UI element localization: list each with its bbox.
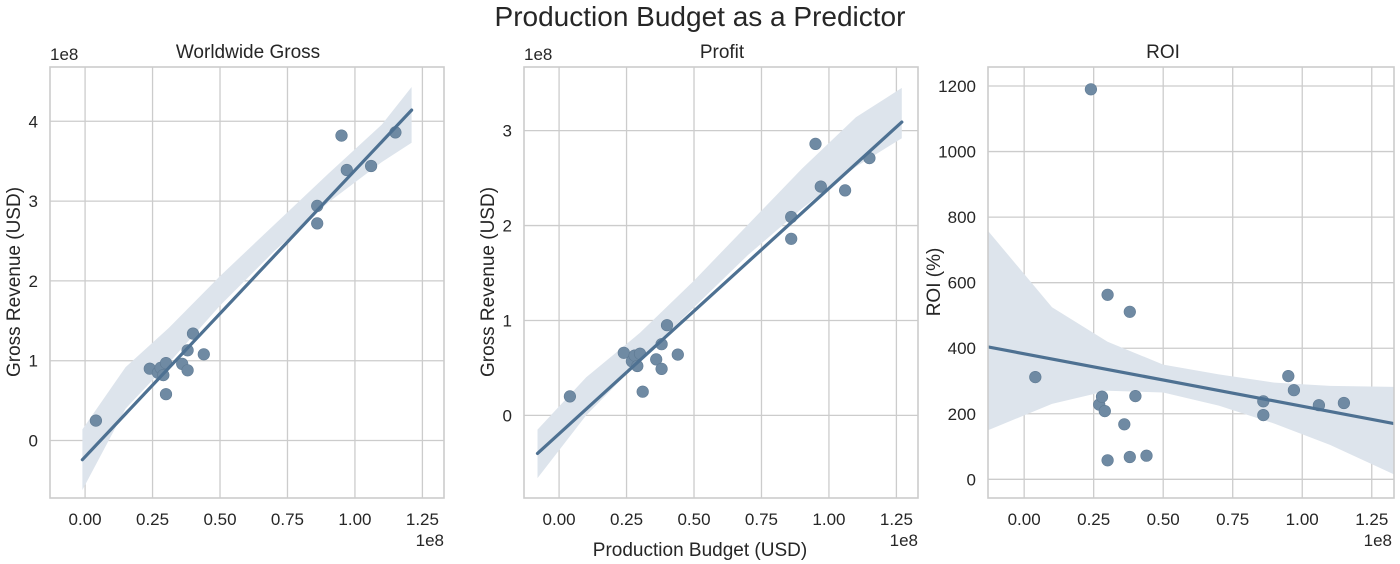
y-tick-label: 0 [967, 470, 976, 489]
data-point [660, 319, 674, 332]
y-axis-label: ROI (%) [924, 248, 945, 317]
x-tick-label: 0.50 [677, 510, 710, 529]
data-point [335, 129, 348, 142]
plot-area [988, 83, 1394, 475]
x-tick-label: 1.00 [338, 510, 371, 529]
y-tick-label: 4 [29, 112, 38, 131]
data-point [1098, 405, 1111, 418]
data-point [1123, 450, 1136, 464]
axes-frame [523, 66, 919, 499]
data-point [814, 180, 827, 193]
x-tick-label: 1.00 [1286, 510, 1319, 529]
figure-title: Production Budget as a Predictor [495, 1, 906, 32]
x-offset-label: 1e8 [416, 531, 444, 550]
x-tick-label: 0.25 [1077, 510, 1110, 529]
x-tick-label: 0.00 [1008, 510, 1041, 529]
y-axis-label: Gross Revenue (USD) [4, 187, 25, 377]
x-tick-label: 1.25 [880, 510, 913, 529]
x-tick-label: 0.75 [745, 510, 778, 529]
y-tick-label: 1 [503, 311, 512, 330]
x-tick-label: 0.75 [1216, 510, 1249, 529]
y-axis-label: Gross Revenue (USD) [478, 187, 499, 377]
regression-line [535, 120, 904, 455]
data-point [1118, 418, 1131, 431]
data-point [1337, 396, 1350, 410]
x-tick-label: 1.25 [1355, 510, 1388, 529]
y-tick-label: 2 [503, 217, 512, 236]
panel-title: ROI [1146, 42, 1180, 63]
data-point [1029, 371, 1042, 384]
x-tick-label: 0.25 [136, 510, 169, 529]
data-point [636, 385, 649, 398]
grid [50, 67, 444, 498]
plot-area [80, 87, 414, 490]
y-tick-label: 200 [948, 405, 976, 424]
data-point [197, 348, 210, 361]
data-point [186, 327, 200, 340]
data-point [1095, 390, 1109, 403]
regression-line [80, 108, 414, 462]
panel-title: Profit [700, 42, 745, 63]
confidence-band [537, 87, 902, 479]
panel-title: Worldwide Gross [176, 42, 320, 63]
y-tick-label: 3 [503, 122, 512, 141]
x-tick-label: 0.50 [1147, 510, 1180, 529]
data-point [563, 390, 577, 403]
data-point [1084, 83, 1097, 96]
axes-frame [987, 66, 1395, 499]
y-tick-label: 400 [948, 339, 976, 358]
panel-worldwide-gross: Worldwide Gross Gross Revenue (USD) 1e8 … [4, 42, 445, 550]
x-tick-label: 0.00 [69, 510, 102, 529]
data-point [1101, 288, 1114, 301]
y-tick-label: 800 [948, 208, 976, 227]
x-tick-label: 0.75 [271, 510, 304, 529]
x-tick-label: 0.00 [543, 510, 576, 529]
y-tick-label: 1000 [938, 143, 976, 162]
data-point [311, 217, 324, 230]
data-point [650, 353, 663, 366]
data-point [809, 137, 822, 150]
y-tick-label: 0 [29, 432, 38, 451]
y-tick-label: 600 [948, 274, 976, 293]
y-tick-label: 1200 [938, 77, 976, 96]
data-point [655, 362, 668, 376]
plot-area [535, 87, 904, 479]
y-tick-label: 1 [29, 352, 38, 371]
data-point [181, 364, 194, 377]
data-point [1140, 449, 1153, 462]
confidence-band [82, 87, 412, 490]
x-tick-label: 0.25 [610, 510, 643, 529]
panel-profit: Profit Gross Revenue (USD) Production Bu… [478, 42, 919, 561]
y-tick-label: 2 [29, 272, 38, 291]
regression-line [988, 345, 1394, 426]
data-point [785, 232, 798, 245]
data-point [1101, 454, 1114, 467]
y-offset-label: 1e8 [50, 45, 78, 64]
data-point [838, 184, 852, 197]
x-tick-label: 1.25 [406, 510, 439, 529]
x-axis-label: Production Budget (USD) [593, 540, 807, 561]
x-offset-label: 1e8 [890, 531, 918, 550]
panel-roi: ROI ROI (%) 1e8 0.00 0.25 0.50 0.75 1.00 1.25… [924, 42, 1395, 550]
data-point [671, 348, 684, 361]
data-point [340, 163, 353, 177]
y-tick-label: 3 [29, 192, 38, 211]
x-offset-label: 1e8 [1364, 531, 1392, 550]
confidence-band [988, 230, 1394, 475]
data-point [1287, 384, 1300, 397]
data-point [1129, 390, 1142, 403]
y-tick-label: 0 [503, 406, 512, 425]
x-tick-label: 0.50 [203, 510, 236, 529]
data-point [1257, 409, 1270, 422]
data-point [1282, 370, 1295, 383]
data-point [159, 388, 173, 401]
data-point [365, 159, 378, 173]
data-point [89, 414, 102, 427]
axes-frame [49, 66, 445, 499]
data-point [1123, 305, 1136, 318]
y-offset-label: 1e8 [524, 45, 552, 64]
x-tick-label: 1.00 [812, 510, 845, 529]
